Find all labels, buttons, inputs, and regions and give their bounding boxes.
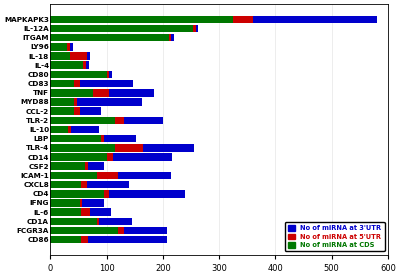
Bar xyxy=(50,25,193,32)
Bar xyxy=(74,107,80,115)
Bar xyxy=(50,126,68,133)
Bar xyxy=(70,52,87,60)
Bar xyxy=(50,190,104,198)
Bar xyxy=(171,34,174,42)
Bar xyxy=(77,98,142,106)
Bar xyxy=(88,236,167,243)
Bar xyxy=(110,89,154,96)
Bar xyxy=(80,80,133,87)
Bar xyxy=(114,153,172,161)
Bar xyxy=(80,107,101,115)
Bar xyxy=(110,71,112,78)
Bar xyxy=(86,61,89,69)
Legend: No of miRNA at 3'UTR, No of miRNA at 5'UTR, No of miRNA at CDS: No of miRNA at 3'UTR, No of miRNA at 5'U… xyxy=(285,222,384,252)
Bar xyxy=(68,126,71,133)
Bar xyxy=(67,43,70,51)
Bar xyxy=(143,144,194,152)
Bar xyxy=(50,71,107,78)
Bar xyxy=(50,199,80,207)
Bar xyxy=(107,153,114,161)
Bar xyxy=(50,181,81,188)
Bar xyxy=(87,52,90,60)
Bar xyxy=(50,52,70,60)
Bar xyxy=(50,43,67,51)
Bar xyxy=(85,162,88,170)
Bar xyxy=(50,236,81,243)
Bar xyxy=(50,89,93,96)
Bar xyxy=(115,117,124,124)
Bar xyxy=(71,126,99,133)
Bar xyxy=(50,16,233,23)
Bar xyxy=(99,217,132,225)
Bar xyxy=(193,25,196,32)
Bar xyxy=(101,135,104,142)
Bar xyxy=(50,98,74,106)
Bar xyxy=(50,227,118,234)
Bar xyxy=(50,61,83,69)
Bar xyxy=(50,107,74,115)
Bar xyxy=(50,80,74,87)
Bar xyxy=(83,61,86,69)
Bar xyxy=(90,208,111,216)
Bar xyxy=(118,227,124,234)
Bar xyxy=(253,16,377,23)
Bar xyxy=(104,135,136,142)
Bar xyxy=(50,144,115,152)
Bar xyxy=(93,89,110,96)
Bar xyxy=(107,71,110,78)
Bar xyxy=(81,181,87,188)
Bar xyxy=(80,199,82,207)
Bar xyxy=(87,181,129,188)
Bar xyxy=(50,172,96,179)
Bar xyxy=(74,80,80,87)
Bar xyxy=(118,172,171,179)
Bar xyxy=(233,16,253,23)
Bar xyxy=(82,199,104,207)
Bar xyxy=(70,43,73,51)
Bar xyxy=(50,34,168,42)
Bar xyxy=(50,208,81,216)
Bar xyxy=(88,162,104,170)
Bar xyxy=(81,208,90,216)
Bar xyxy=(96,172,118,179)
Bar xyxy=(196,25,198,32)
Bar xyxy=(50,153,107,161)
Bar xyxy=(81,236,88,243)
Bar xyxy=(168,34,171,42)
Bar xyxy=(96,217,99,225)
Bar xyxy=(110,190,186,198)
Bar xyxy=(50,135,101,142)
Bar xyxy=(124,117,163,124)
Bar xyxy=(115,144,143,152)
Bar xyxy=(50,117,115,124)
Bar xyxy=(124,227,168,234)
Bar xyxy=(50,217,96,225)
Bar xyxy=(50,162,85,170)
Bar xyxy=(104,190,110,198)
Bar xyxy=(74,98,77,106)
